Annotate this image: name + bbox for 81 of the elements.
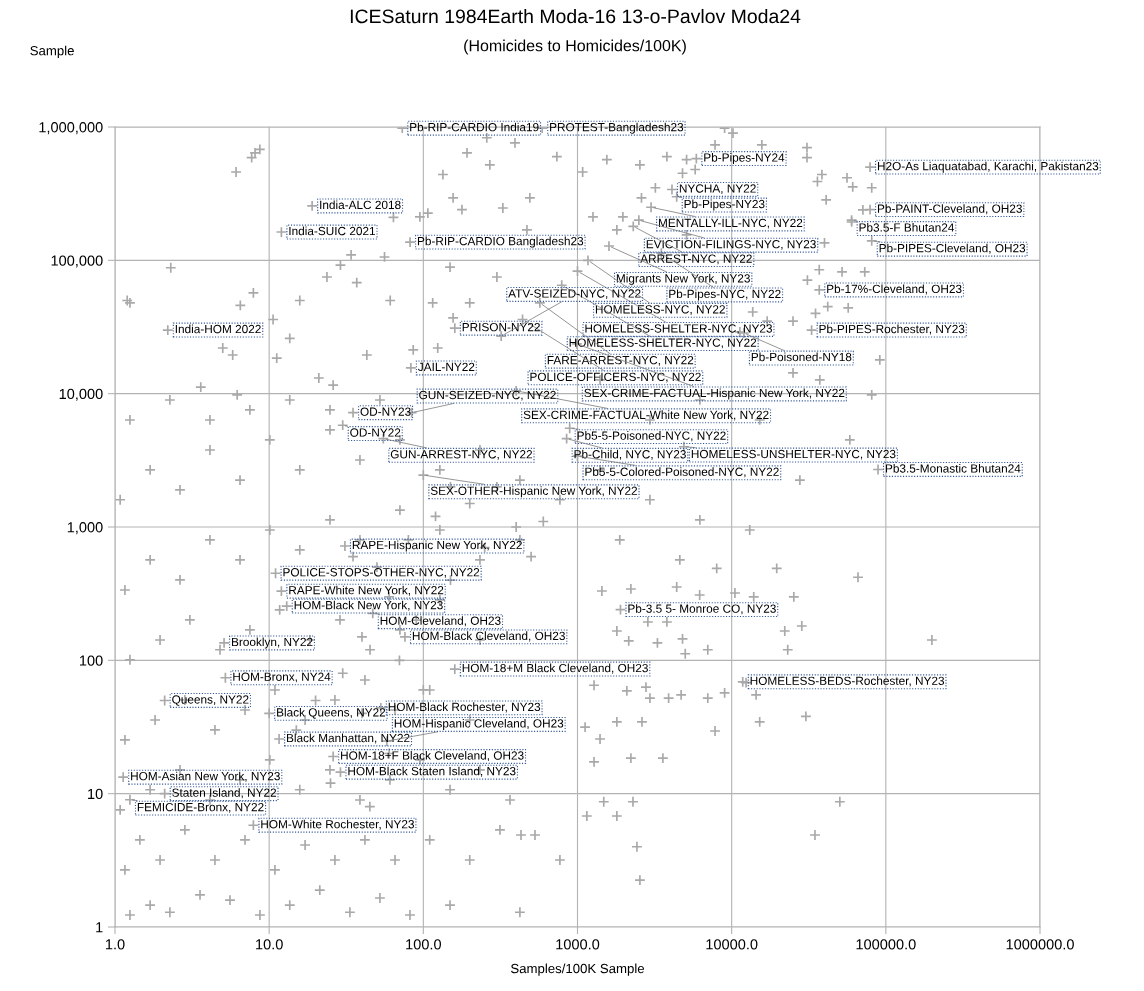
y-tick-label: 1,000,000 (39, 122, 103, 135)
y-axis-title: Sample (30, 45, 74, 58)
x-tick-label: 1000000.0 (1006, 939, 1074, 950)
annotation: RAPE-White New York, NY22 (289, 585, 444, 596)
annotation: PRISON-NY22 (462, 322, 540, 332)
annotation: Pb5-5-Poisoned-NYC, NY22 (577, 431, 726, 442)
annotation: FARE-ARREST-NYC, NY22 (547, 355, 694, 366)
annotation: India-SUIC 2021 (289, 226, 376, 236)
y-tick-label: 10,000 (59, 388, 103, 401)
x-tick-label: 10000.0 (706, 939, 758, 950)
y-tick-label: 10 (88, 788, 103, 800)
annotation: Pb-RIP-CARDIO India19 (410, 122, 539, 132)
y-tick-label: 1 (96, 922, 103, 933)
annotation: FEMICIDE-Bronx, NY22 (137, 802, 264, 813)
annotation: Black Manhattan, NY22 (287, 733, 410, 744)
annotation: SEX-CRIME-FACTUAL-White New York, NY22 (523, 410, 769, 421)
x-tick-label: 10.0 (256, 939, 283, 950)
annotation: RAPE-Hispanic New York, NY22 (352, 540, 522, 552)
annotation: OD-NY23 (360, 407, 411, 416)
y-tick-label: 100 (79, 655, 103, 666)
x-tick-label: 100.0 (406, 939, 442, 950)
annotation: SEX-OTHER-Hispanic New York, NY22 (430, 486, 638, 498)
annotation: ARREST-NYC, NY22 (640, 254, 752, 265)
annotation: OD-NY22 (350, 428, 401, 437)
annotation: Pb3.5-Monastic Bhutan24 (885, 463, 1021, 473)
annotation: SEX-CRIME-FACTUAL-Hispanic New York, NY22 (584, 388, 845, 400)
x-axis-title: Samples/100K Sample (510, 963, 645, 976)
annotation: PROTEST-Bangladesh23 (550, 122, 684, 134)
annotation: Brooklyn, NY22 (232, 637, 313, 649)
annotation: India-HOM 2022 (175, 324, 261, 334)
annotation: Queens, NY22 (172, 695, 249, 706)
annotation: HOM-Cleveland, OH23 (380, 616, 501, 627)
annotation: HOM-18+M Black Cleveland, OH23 (462, 663, 648, 674)
annotation: Black Queens, NY22 (277, 707, 386, 719)
annotation: HOM-Black Cleveland, OH23 (412, 631, 565, 642)
annotation: HOM-Asian New York, NY23 (131, 771, 280, 782)
annotation: JAIL-NY22 (417, 362, 475, 372)
annotation: HOMELESS-UNSHELTER-NYC, NY23 (691, 449, 896, 460)
annotation: Pb-Pipes-NY24 (704, 153, 785, 165)
chart-subtitle: (Homicides to Homicides/100K) (464, 39, 686, 55)
annotation: HOM-Black Staten Island, NY23 (348, 766, 516, 777)
annotation: Pb-3.5 5- Monroe CO, NY23 (628, 604, 776, 615)
annotation: Pb-Pipes-NY23 (684, 199, 765, 211)
annotation: Pb5-5-Colored-Poisoned-NYC, NY22 (585, 467, 779, 478)
annotation: HOM-Hispanic Cleveland, OH23 (394, 718, 564, 730)
annotation: HOMELESS-BEDS-Rochester, NY23 (750, 676, 945, 687)
annotation: HOM-White Rochester, NY23 (261, 819, 414, 830)
annotation: NYCHA, NY22 (679, 184, 756, 195)
annotation: Pb-17%-Cleveland, OH23 (827, 284, 962, 295)
x-tick-label: 1000.0 (556, 939, 600, 950)
annotation: Pb-Child, NYC, NY23 (574, 449, 686, 460)
x-tick-label: 1.0 (105, 939, 125, 950)
y-tick-label: 1,000 (67, 522, 103, 535)
annotation: HOMELESS-SHELTER-NYC, NY23 (585, 324, 772, 335)
annotation: ATV-SEIZED-NYC, NY22 (508, 289, 641, 300)
annotation: EVICTION-FILINGS-NYC, NY23 (646, 240, 816, 250)
annotation: Pb-Pipes-NYC, NY22 (669, 289, 781, 301)
y-tick-label: 100,000 (51, 255, 103, 268)
annotation: GUN-SEIZED-NYC, NY22 (419, 390, 556, 401)
annotation: HOMELESS-SHELTER-NYC, NY22 (569, 338, 757, 349)
annotation: POLICE-OFFICERS-NYC, NY22 (530, 372, 701, 383)
annotation: HOM-Bronx, NY24 (233, 672, 331, 683)
annotation: Pb-PIPES-Cleveland, OH23 (879, 243, 1026, 254)
annotation: GUN-ARREST-NYC, NY22 (390, 450, 533, 460)
x-tick-label: 100000.0 (856, 939, 916, 950)
chart-title: ICESaturn 1984Earth Moda-16 13-o-Pavlov Moda24 (350, 8, 801, 24)
annotation: Pb-Poisoned-NY18 (751, 352, 852, 362)
annotation: India-ALC 2018 (320, 200, 401, 210)
annotation: Pb-PIPES-Rochester, NY23 (819, 324, 965, 335)
annotation: HOMELESS-NYC, NY22 (595, 305, 725, 315)
annotation: Pb-RIP-CARDIO Bangladesh23 (417, 236, 584, 248)
annotation: Pb3.5-F Bhutan24 (859, 223, 955, 232)
annotation: Migrants New York, NY23 (616, 273, 750, 285)
annotation: HOM-Black Rochester, NY23 (388, 702, 541, 713)
annotation: HOM-Black New York, NY23 (294, 600, 443, 611)
annotation: Staten Island, NY22 (172, 788, 277, 799)
annotation: H2O-As Liaquatabad, Karachi, Pakistan23 (877, 161, 1099, 173)
annotation: MENTALLY-ILL-NYC, NY22 (658, 218, 803, 229)
annotation: HOM-18+F Black Cleveland, OH23 (341, 751, 524, 762)
annotation: Pb-PAINT-Cleveland, OH23 (877, 204, 1022, 215)
annotation: POLICE-STOPS-OTHER-NYC, NY22 (283, 568, 480, 578)
